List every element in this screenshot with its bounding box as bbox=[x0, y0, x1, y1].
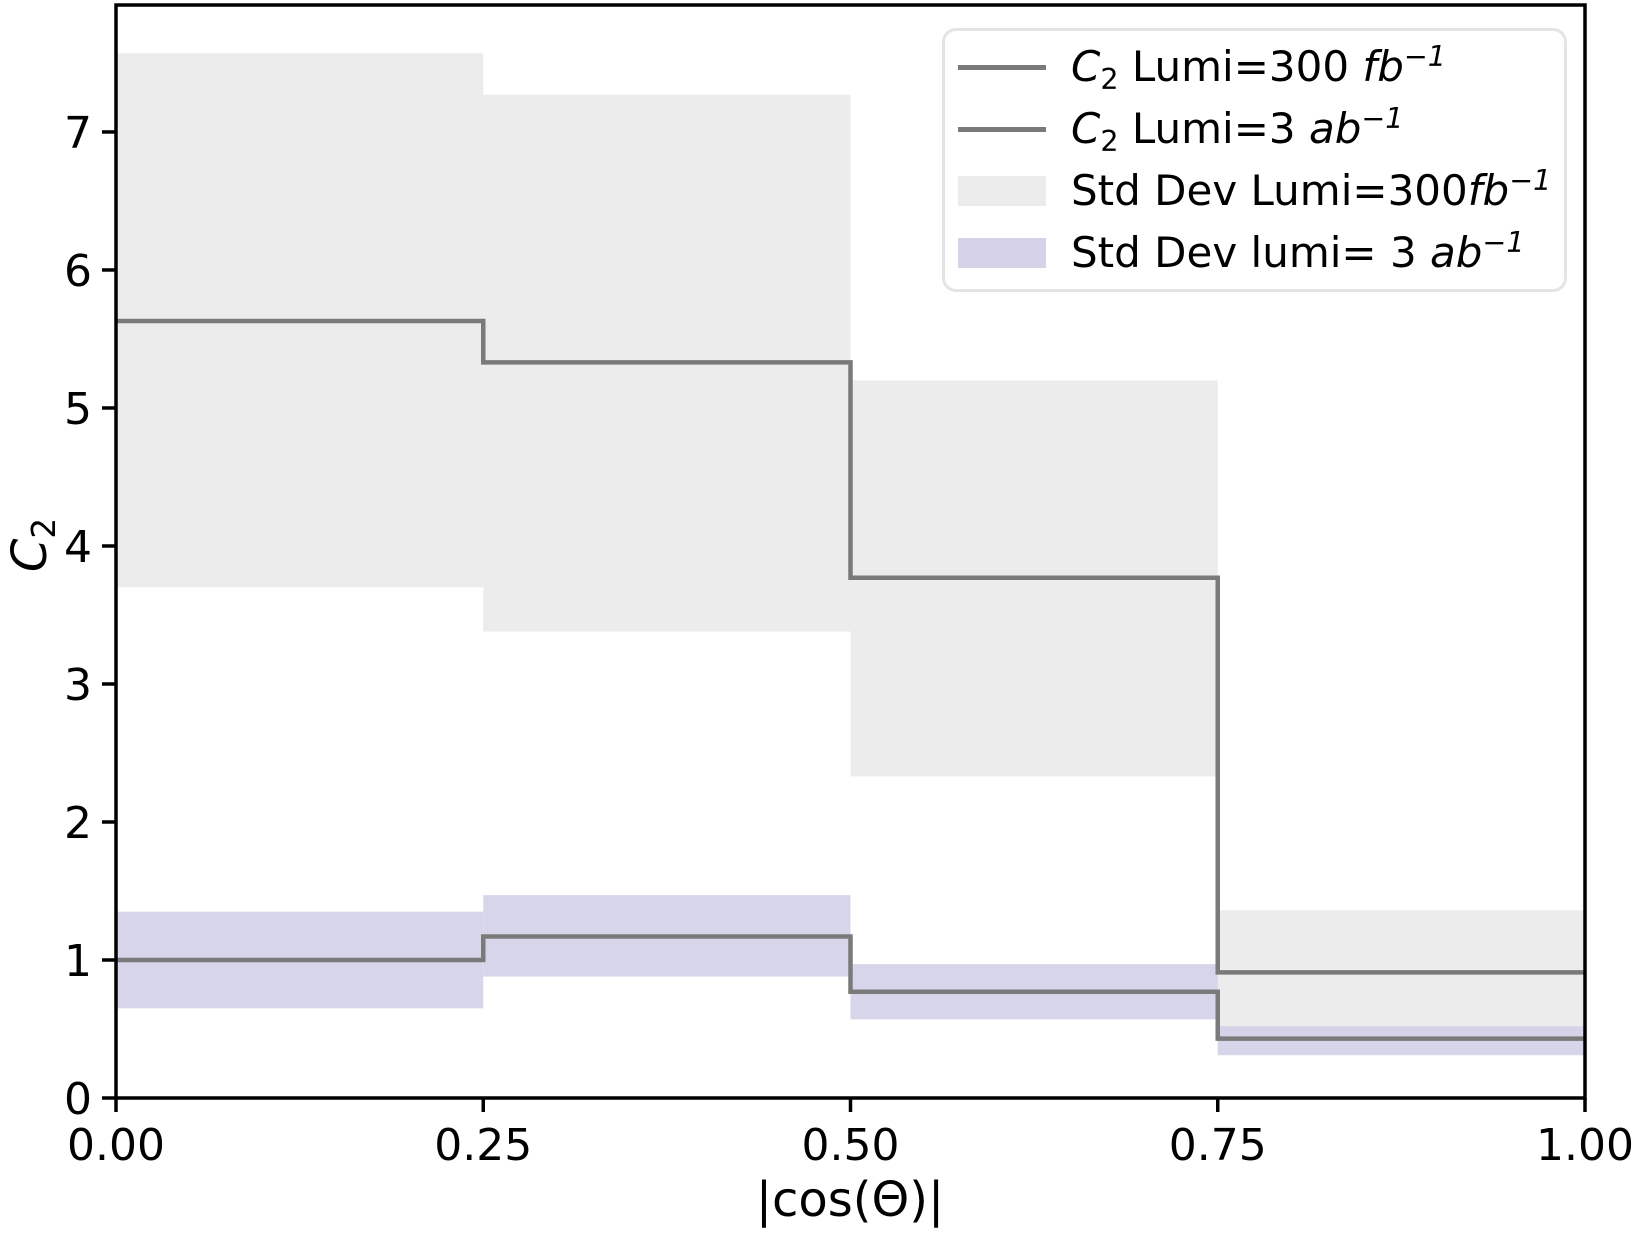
x-tick-label: 0.75 bbox=[1169, 1120, 1267, 1171]
legend-label-part: fb bbox=[1362, 42, 1404, 91]
legend-swatch-patch bbox=[958, 176, 1046, 206]
y-tick-label: 0 bbox=[64, 1074, 92, 1125]
legend-label-part: −1 bbox=[1509, 163, 1552, 198]
legend-swatch-patch bbox=[958, 238, 1046, 268]
x-tick-label: 0.50 bbox=[802, 1120, 900, 1171]
legend-item-2: C2 Lumi=3 ab−1 bbox=[945, 99, 1564, 159]
y-axis-label-subscript: 2 bbox=[25, 517, 64, 539]
legend: C2 Lumi=300 fb−1 C2 Lumi=3 ab−1 Std Dev Lu… bbox=[942, 28, 1567, 292]
x-axis-label: |cos(Θ)| bbox=[755, 1172, 945, 1228]
y-tick-label: 3 bbox=[64, 660, 92, 711]
x-tick-label: 0.25 bbox=[434, 1120, 532, 1171]
step-line-c2-3ab bbox=[116, 934, 1585, 1041]
x-tick-label: 0.00 bbox=[67, 1120, 165, 1171]
legend-label-part: −1 bbox=[1482, 225, 1525, 260]
legend-swatch-line bbox=[958, 64, 1046, 70]
legend-label-part: C bbox=[1071, 104, 1101, 153]
legend-item-4: Std Dev lumi= 3 ab−1 bbox=[945, 223, 1564, 283]
legend-label-part: ab bbox=[1308, 104, 1362, 153]
y-tick-label: 6 bbox=[64, 246, 92, 297]
legend-label-part: 2 bbox=[1100, 61, 1119, 96]
legend-label-part: 2 bbox=[1100, 123, 1119, 158]
legend-label-part: Lumi=3 bbox=[1118, 104, 1309, 153]
legend-label-part: Std Dev Lumi=300 bbox=[1071, 166, 1468, 215]
x-tick-label: 1.00 bbox=[1536, 1120, 1633, 1171]
legend-item-3: Std Dev Lumi=300fb−1 bbox=[945, 161, 1564, 221]
y-axis-label: C2 bbox=[2, 518, 63, 572]
y-tick-label: 7 bbox=[64, 108, 92, 159]
legend-label: C2 Lumi=3 ab−1 bbox=[1071, 104, 1403, 155]
legend-label-part: −1 bbox=[1361, 101, 1404, 136]
legend-label-part: −1 bbox=[1403, 39, 1446, 74]
step-line-c2-300fb bbox=[116, 318, 1585, 975]
y-tick-label: 4 bbox=[64, 522, 92, 573]
legend-label-part: ab bbox=[1430, 228, 1483, 277]
legend-label-part: fb bbox=[1467, 166, 1510, 215]
legend-label: Std Dev lumi= 3 ab−1 bbox=[1071, 228, 1525, 274]
legend-label-part: Lumi=300 bbox=[1118, 42, 1363, 91]
y-tick-label: 2 bbox=[64, 798, 92, 849]
y-axis-label-main: C bbox=[2, 538, 58, 573]
legend-label-part: C bbox=[1071, 42, 1101, 91]
legend-item-1: C2 Lumi=300 fb−1 bbox=[945, 37, 1564, 97]
y-tick-label: 1 bbox=[64, 936, 92, 987]
legend-swatch-line bbox=[958, 126, 1046, 132]
legend-label: C2 Lumi=300 fb−1 bbox=[1071, 42, 1446, 93]
y-tick-label: 5 bbox=[64, 384, 92, 435]
legend-label-part: Std Dev lumi= 3 bbox=[1071, 228, 1431, 277]
legend-label: Std Dev Lumi=300fb−1 bbox=[1071, 166, 1551, 212]
